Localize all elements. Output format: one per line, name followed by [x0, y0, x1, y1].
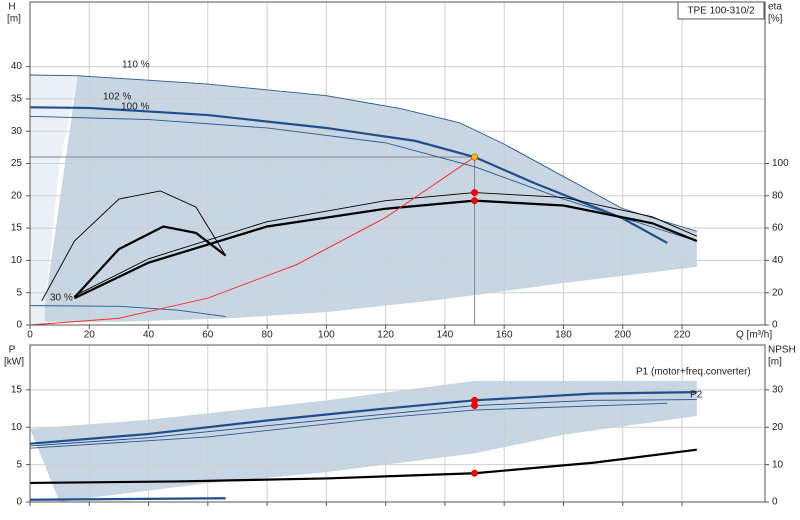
y-tick-label: 30: [11, 126, 23, 137]
operating-point: [471, 153, 479, 161]
plot-frame: [29, 1, 766, 326]
x-tick-label: 120: [377, 330, 394, 341]
y-tick-label: 15: [11, 223, 23, 234]
curve: [73, 199, 698, 300]
curve-label: 110 %: [122, 60, 150, 71]
curve: [29, 448, 697, 485]
y-tick-label: 10: [11, 255, 23, 266]
operating-range: [30, 74, 78, 325]
curve: [29, 106, 668, 244]
chart-title: TPE 100-310/2: [687, 6, 755, 17]
y2-axis-unit: [m]: [768, 357, 782, 368]
curve-label: P2: [690, 390, 703, 401]
curve: [73, 225, 227, 299]
y-tick-label: 5: [16, 459, 22, 470]
curve: [29, 497, 226, 501]
curve: [74, 192, 698, 297]
curve-label: 102 %: [103, 92, 131, 103]
y-axis-unit: [kW]: [4, 357, 24, 368]
operating-point: [471, 197, 479, 205]
x-tick-label: 20: [84, 330, 96, 341]
y-tick-label: 0: [16, 497, 22, 508]
y2-tick-label: 60: [772, 223, 784, 234]
x-tick-label: 40: [143, 330, 155, 341]
y2-axis-label: eta: [768, 2, 782, 13]
operating-range: [30, 380, 697, 502]
y2-tick-label: 10: [772, 459, 784, 470]
operating-point: [471, 469, 479, 477]
title-box: [677, 1, 765, 20]
curve: [29, 115, 697, 242]
x-tick-label: 160: [496, 330, 513, 341]
y-tick-label: 15: [11, 384, 23, 395]
y-tick-label: 20: [11, 190, 23, 201]
curve-label: 30 %: [50, 293, 73, 304]
y2-tick-label: 100: [772, 158, 789, 169]
x-tick-label: 80: [262, 330, 274, 341]
x-tick-label: 140: [437, 330, 454, 341]
x-tick-label: 220: [674, 330, 691, 341]
y2-tick-label: 20: [772, 422, 784, 433]
curve: [29, 305, 226, 318]
y2-axis-unit: [%]: [768, 14, 783, 25]
y2-tick-label: 0: [772, 497, 778, 508]
y-axis-label: H: [8, 2, 15, 13]
curve-label: P1 (motor+freq.converter): [636, 367, 751, 378]
y-tick-label: 40: [11, 61, 23, 72]
y2-tick-label: 40: [772, 255, 784, 266]
y-axis-unit: [m]: [7, 14, 21, 25]
y2-tick-label: 30: [772, 384, 784, 395]
x-tick-label: 0: [27, 330, 33, 341]
y-tick-label: 0: [16, 320, 22, 331]
operating-point: [471, 402, 479, 410]
y2-tick-label: 20: [772, 287, 784, 298]
y-axis-label: P: [9, 345, 16, 356]
x-axis-label: Q [m³/h]: [736, 330, 772, 341]
curve-label: 100 %: [121, 102, 149, 113]
x-tick-label: 200: [614, 330, 631, 341]
curve: [29, 74, 697, 232]
curve: [29, 156, 475, 326]
y2-tick-label: 0: [772, 320, 778, 331]
curve: [29, 391, 697, 445]
plot-frame: [29, 344, 766, 503]
x-tick-label: 100: [318, 330, 335, 341]
curve: [41, 190, 226, 301]
y-tick-label: 5: [16, 287, 22, 298]
x-tick-label: 60: [202, 330, 214, 341]
curve: [29, 399, 697, 447]
y-tick-label: 10: [11, 422, 23, 433]
x-tick-label: 180: [555, 330, 572, 341]
y-tick-label: 35: [11, 94, 23, 105]
y2-tick-label: 80: [772, 190, 784, 201]
y2-axis-label: NPSH: [768, 345, 796, 356]
y-tick-label: 25: [11, 158, 23, 169]
operating-point: [471, 189, 479, 197]
curve: [29, 402, 668, 449]
